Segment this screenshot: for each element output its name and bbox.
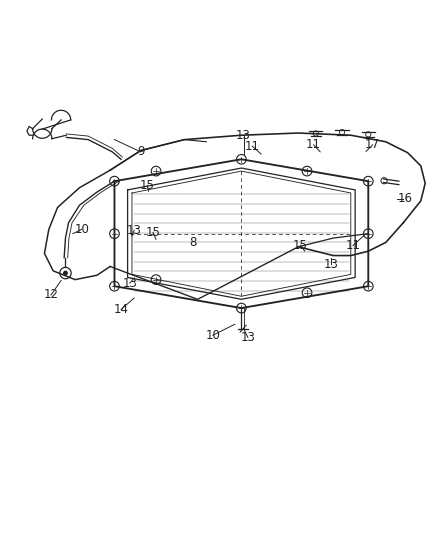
Text: 10: 10 xyxy=(74,223,89,236)
Text: 11: 11 xyxy=(244,140,259,152)
Text: 10: 10 xyxy=(205,329,220,342)
Text: 14: 14 xyxy=(113,303,128,316)
Text: 13: 13 xyxy=(127,224,141,237)
Text: 12: 12 xyxy=(43,288,58,302)
Text: 16: 16 xyxy=(397,192,412,205)
Circle shape xyxy=(64,271,67,275)
Text: 11: 11 xyxy=(345,239,360,252)
Text: 17: 17 xyxy=(364,139,379,151)
Text: 11: 11 xyxy=(305,139,320,151)
Text: 13: 13 xyxy=(240,331,255,344)
Text: 13: 13 xyxy=(236,128,251,142)
Text: 9: 9 xyxy=(137,146,144,158)
Text: 15: 15 xyxy=(145,226,160,239)
Text: 8: 8 xyxy=(189,236,197,249)
Text: 13: 13 xyxy=(323,258,338,271)
Text: 13: 13 xyxy=(122,277,137,289)
Text: 15: 15 xyxy=(292,239,307,252)
Text: 15: 15 xyxy=(140,179,154,192)
